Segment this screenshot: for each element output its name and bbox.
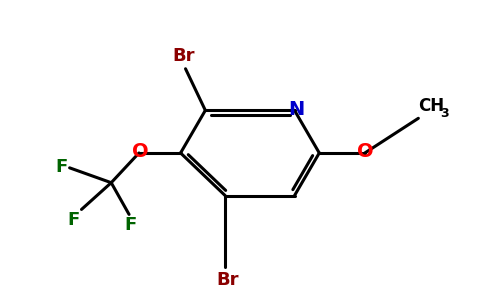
Text: Br: Br <box>172 47 195 65</box>
Text: CH: CH <box>418 97 444 115</box>
Text: 3: 3 <box>440 107 449 120</box>
Text: O: O <box>357 142 373 161</box>
Text: F: F <box>67 212 79 230</box>
Text: F: F <box>55 158 68 176</box>
Text: F: F <box>124 216 136 234</box>
Text: N: N <box>288 100 304 119</box>
Text: Br: Br <box>216 271 239 289</box>
Text: O: O <box>132 142 148 161</box>
